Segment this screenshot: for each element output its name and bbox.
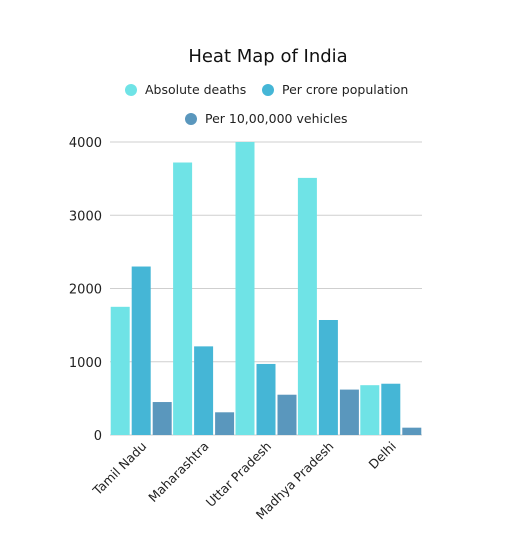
legend-swatch-per-vehicles <box>185 113 197 125</box>
x-tick-label: Uttar Pradesh <box>203 439 274 510</box>
bar-delhi-series-2 <box>402 427 422 435</box>
legend-label-per-vehicles: Per 10,00,000 vehicles <box>205 111 348 126</box>
bar-madhya-pradesh-series-2 <box>339 389 359 435</box>
y-tick-label: 2000 <box>69 283 102 298</box>
y-tick-label: 3000 <box>69 209 102 224</box>
x-tick-label: Maharashtra <box>145 439 211 505</box>
legend-swatch-absolute-deaths <box>125 84 137 96</box>
legend-label-absolute-deaths: Absolute deaths <box>145 82 246 97</box>
y-tick-label: 0 <box>94 429 102 444</box>
bar-delhi-series-0 <box>360 385 380 435</box>
x-tick-label: Tamil Nadu <box>89 439 149 499</box>
y-tick-label: 4000 <box>69 136 102 151</box>
x-tick-label: Delhi <box>366 439 399 472</box>
bar-maharashtra-series-2 <box>215 412 235 435</box>
bar-tamil-nadu-series-1 <box>131 266 151 435</box>
bar-uttar-pradesh-series-1 <box>256 363 276 435</box>
y-tick-label: 1000 <box>69 356 102 371</box>
bar-madhya-pradesh-series-0 <box>297 177 317 435</box>
bar-tamil-nadu-series-2 <box>152 402 172 435</box>
bar-madhya-pradesh-series-1 <box>318 319 338 435</box>
bar-maharashtra-series-0 <box>173 162 193 435</box>
bars <box>110 142 422 435</box>
bar-maharashtra-series-1 <box>194 346 214 435</box>
legend-swatch-per-crore-population <box>262 84 274 96</box>
legend-label-per-crore-population: Per crore population <box>282 82 408 97</box>
bar-uttar-pradesh-series-0 <box>235 142 255 435</box>
bar-uttar-pradesh-series-2 <box>277 394 297 435</box>
bar-tamil-nadu-series-0 <box>110 306 130 435</box>
chart-title: Heat Map of India <box>188 46 347 67</box>
legend: Absolute deaths Per crore population Per… <box>125 82 408 126</box>
y-axis-ticks: 0 1000 2000 3000 4000 <box>69 136 102 444</box>
bar-delhi-series-1 <box>381 383 401 435</box>
